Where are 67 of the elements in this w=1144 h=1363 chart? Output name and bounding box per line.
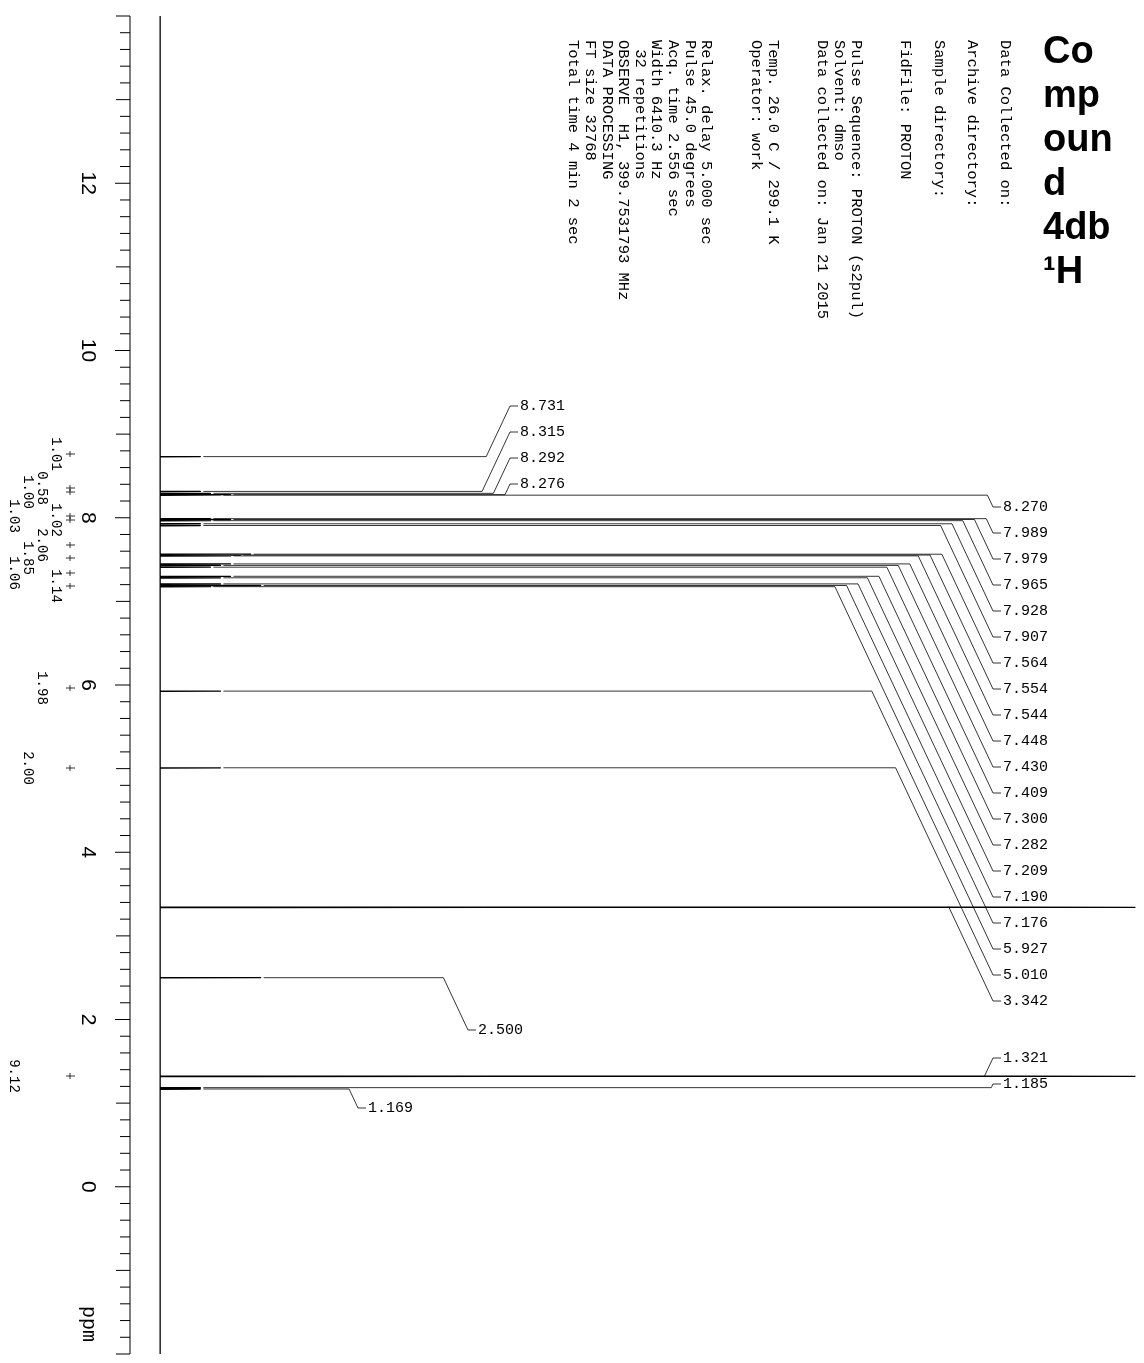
annotation: Acq. time 2.556 sec [663, 40, 682, 217]
annotation: 1.169 [368, 1099, 414, 1117]
y-tick-label: 12 [78, 171, 102, 195]
annotation: 7.928 [1003, 602, 1049, 620]
annotation: 7.190 [1003, 888, 1049, 906]
text: 1.85 [20, 541, 37, 575]
annotation: 8.292 [520, 449, 566, 467]
annotation: Data Collected on: [995, 40, 1014, 208]
annotation: 7.544 [1003, 706, 1049, 724]
text: 1.03 [6, 499, 23, 533]
annotation: 5.010 [1003, 966, 1049, 984]
annotation: Temp. 26.0 C / 299.1 K [763, 40, 782, 246]
text: 2.06 [34, 528, 51, 562]
text: 1.00 [20, 475, 37, 509]
annotation: 7.176 [1003, 914, 1049, 932]
annotation: 7.300 [1003, 810, 1049, 828]
y-tick-label: 6 [78, 679, 102, 691]
y-tick-label: 10 [78, 338, 102, 363]
annotation: OBSERVE H1, 399.7531793 MHz [614, 40, 633, 301]
annotation: 7.564 [1003, 654, 1049, 672]
annotation: 7.409 [1003, 784, 1049, 802]
y-tick-label: 4 [78, 846, 102, 859]
text: 1.98 [34, 671, 51, 705]
annotation: FidFile: PROTON [896, 40, 915, 180]
annotation: 8.276 [520, 475, 566, 493]
annotation: 7.989 [1003, 524, 1049, 542]
annotation: 8.315 [520, 423, 566, 441]
annotation: 1.185 [1003, 1075, 1049, 1093]
text: 0.58 [34, 471, 51, 505]
annotation: 8.731 [520, 397, 566, 415]
annotation: Archive directory: [962, 40, 981, 208]
annotation: Sample directory: [929, 40, 948, 199]
annotation: Solvent: dmso [829, 40, 848, 161]
text: 1.06 [6, 556, 23, 590]
y-tick-label: 0 [78, 1180, 102, 1193]
annotation: 8.270 [1003, 498, 1049, 516]
annotation: Total time 4 min 2 sec [564, 40, 583, 245]
annotation: 7.209 [1003, 862, 1049, 880]
y-tick-label: 8 [78, 511, 102, 524]
text: 1.01 [48, 437, 65, 471]
annotation: 3.342 [1003, 992, 1049, 1010]
annotation: 1.321 [1003, 1049, 1049, 1067]
annotation: Pulse 45.0 degrees [680, 40, 699, 208]
annotation: 7.979 [1003, 550, 1049, 568]
annotation: 7.282 [1003, 836, 1049, 854]
text: Compound 4db ¹H [1043, 28, 1114, 292]
annotation: Width 6410.3 Hz [647, 40, 666, 180]
annotation: Data collected on: Jan 21 2015 [813, 40, 832, 320]
annotation: Operator: work [746, 40, 765, 171]
text: 1.14 [48, 569, 65, 603]
annotation: 7.907 [1003, 628, 1049, 646]
annotation: 2.500 [478, 1021, 524, 1039]
text: 9.12 [6, 1059, 23, 1093]
annotation: Pulse Sequence: PROTON (s2pul) [846, 40, 865, 320]
text: 1.02 [48, 503, 65, 537]
annotation: 7.448 [1003, 732, 1049, 750]
annotation: 7.430 [1003, 758, 1049, 776]
annotation: 7.965 [1003, 576, 1049, 594]
annotation: 5.927 [1003, 940, 1049, 958]
annotation: FT size 32768 [580, 40, 599, 161]
annotation: Relax. delay 5.000 sec [697, 40, 716, 245]
y-axis-title: ppm [76, 1305, 100, 1343]
text: 2.00 [20, 751, 37, 785]
y-tick-label: 2 [78, 1013, 102, 1026]
annotation: DATA PROCESSING [597, 40, 616, 180]
annotation: 7.554 [1003, 680, 1049, 698]
annotation: 32 repetitions [630, 40, 649, 180]
